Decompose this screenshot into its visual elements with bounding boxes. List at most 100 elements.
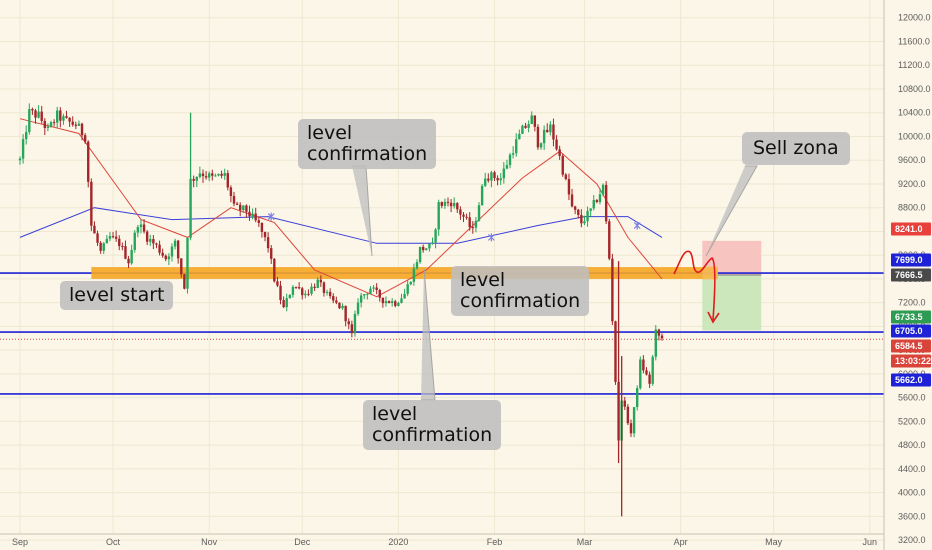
- candle-body: [251, 213, 254, 217]
- candle-body: [428, 243, 431, 249]
- candle-body: [456, 203, 459, 210]
- x-tick-label: Apr: [674, 537, 688, 547]
- candle-body: [369, 288, 372, 294]
- candle-body: [381, 297, 385, 304]
- candle-body: [316, 279, 319, 288]
- candle-body: [626, 406, 630, 424]
- price-tag: [891, 253, 931, 267]
- candle-body: [270, 248, 273, 259]
- candle-body: [328, 291, 332, 297]
- y-tick-label: 7200.0: [898, 298, 926, 308]
- candle-body: [25, 132, 28, 140]
- y-tick-label: 10000.0: [898, 131, 931, 141]
- candle-body: [220, 173, 223, 176]
- candle-body: [235, 203, 239, 205]
- candle-body: [552, 124, 555, 140]
- candle-body: [127, 258, 130, 264]
- candle-body: [577, 209, 580, 215]
- y-tick-label: 5200.0: [898, 416, 926, 426]
- x-tick-label: Sep: [12, 537, 28, 547]
- price-tag: [891, 268, 931, 282]
- candle-body: [459, 209, 462, 215]
- x-tick-label: Nov: [201, 537, 218, 547]
- candle-body: [341, 305, 344, 309]
- candle-body: [31, 109, 34, 111]
- sell-zona-text: Sell zona: [753, 137, 839, 159]
- candle-body: [322, 282, 326, 293]
- y-tick-label: 11600.0: [898, 36, 930, 46]
- y-tick-label: 8800.0: [898, 203, 926, 213]
- candle-body: [465, 216, 468, 218]
- candle-body: [598, 194, 602, 202]
- price-tag-label: 6705.0: [895, 326, 923, 336]
- candle-body: [207, 173, 211, 178]
- candle-body: [533, 115, 537, 127]
- candle-body: [335, 300, 338, 303]
- candle-body: [294, 286, 298, 288]
- candle-body: [80, 123, 84, 136]
- x-tick-label: May: [765, 537, 783, 547]
- candle-body: [549, 124, 552, 133]
- candle-body: [229, 187, 233, 196]
- candle-body: [176, 240, 180, 259]
- candle-body: [155, 243, 158, 245]
- candle-body: [21, 139, 25, 159]
- candle-body: [332, 296, 335, 301]
- price-tags: 8241.0 7699.0 7666.5 6733.5 6705.0 6584.5 13:0…: [891, 222, 931, 387]
- price-tag-label: 7666.5: [895, 270, 923, 280]
- candle-body: [601, 184, 605, 195]
- candle-body: [133, 232, 136, 250]
- candle-body: [130, 249, 133, 264]
- candle-body: [378, 289, 381, 298]
- candle-body: [446, 201, 450, 203]
- y-tick-label: 5600.0: [898, 393, 926, 403]
- cross-marker: [633, 221, 641, 230]
- candle-body: [344, 305, 347, 322]
- candle-body: [595, 200, 599, 202]
- candle-body: [375, 287, 378, 290]
- candle-body: [555, 139, 558, 150]
- price-tag: [891, 373, 931, 387]
- conf-top-line2: confirmation: [307, 143, 428, 165]
- price-tag-label: 13:03:22: [895, 356, 931, 366]
- candle-body: [642, 359, 645, 371]
- candle-body: [635, 388, 639, 408]
- candle-body: [564, 174, 568, 180]
- candle-body: [282, 300, 285, 308]
- candle-body: [186, 237, 189, 289]
- candle-body: [425, 248, 428, 251]
- candle-body: [96, 233, 99, 243]
- candle-body: [654, 329, 657, 357]
- price-tag: [891, 222, 931, 236]
- candle-body: [195, 176, 198, 181]
- price-tag-label: 8241.0: [895, 224, 923, 234]
- candle-body: [319, 279, 323, 283]
- conf-top-line1: level: [307, 122, 353, 144]
- candle-body: [527, 124, 530, 128]
- candle-body: [56, 110, 59, 123]
- candle-body: [68, 117, 71, 122]
- candle-body: [505, 165, 509, 169]
- candle-body: [266, 237, 270, 249]
- candle-body: [71, 121, 74, 125]
- candle-body: [589, 208, 592, 211]
- price-tag-label: 6584.5: [895, 341, 923, 351]
- candlesticks: [18, 103, 664, 517]
- target-zone: [702, 274, 762, 331]
- projection-arrow: [673, 250, 720, 324]
- conf-right-line2: confirmation: [460, 290, 581, 312]
- candle-body: [90, 181, 93, 226]
- candle-body: [37, 111, 40, 118]
- candle-body: [52, 122, 56, 124]
- candle-body: [161, 252, 164, 256]
- y-tick-label: 11200.0: [898, 60, 930, 70]
- candle-body: [232, 195, 236, 204]
- y-tick-label: 10800.0: [898, 84, 931, 94]
- candle-body: [46, 126, 50, 128]
- y-tick-label: 4800.0: [898, 440, 926, 450]
- candle-body: [536, 126, 540, 148]
- candle-body: [245, 205, 248, 212]
- candle-body: [394, 301, 397, 306]
- candle-body: [214, 175, 217, 177]
